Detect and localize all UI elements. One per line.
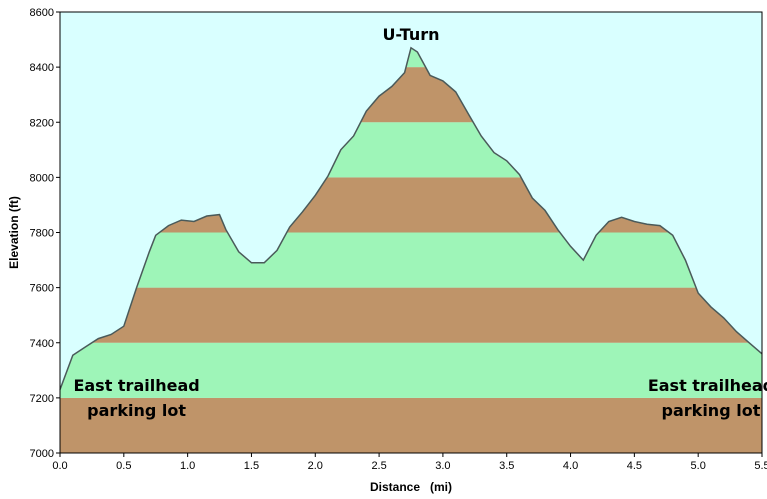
y-axis-ticks: 7000 7200 7400 7600 7800 8000 8200 8400 8600 (30, 7, 60, 460)
y-tick-label: 8400 (30, 62, 54, 74)
x-tick-label: 1.5 (244, 460, 259, 472)
x-tick-label: 1.0 (180, 460, 195, 472)
annotation-right-trailhead-line2: parking lot (662, 401, 761, 420)
elevation-band (60, 232, 762, 288)
y-tick-label: 8000 (30, 172, 54, 184)
x-tick-label: 4.0 (563, 460, 578, 472)
x-tick-label: 3.5 (499, 460, 514, 472)
y-tick-label: 7000 (30, 448, 54, 460)
elevation-band (60, 342, 762, 398)
x-tick-label: 0.0 (52, 460, 67, 472)
x-tick-label: 0.5 (116, 460, 131, 472)
x-tick-label: 4.5 (627, 460, 642, 472)
x-axis-title: Distance (mi) (370, 480, 452, 494)
x-tick-label: 2.0 (308, 460, 323, 472)
x-axis-ticks: 0.0 0.5 1.0 1.5 2.0 2.5 3.0 3.5 4.0 4.5 5.0 5.5 (52, 453, 767, 472)
y-tick-label: 7200 (30, 393, 54, 405)
y-tick-label: 8200 (30, 117, 54, 129)
annotation-u-turn: U-Turn (382, 25, 439, 44)
y-tick-label: 8600 (30, 7, 54, 19)
y-tick-label: 7600 (30, 283, 54, 295)
elevation-band (60, 397, 762, 453)
y-tick-label: 7800 (30, 228, 54, 240)
y-axis-title: Elevation (ft) (7, 196, 21, 269)
annotation-left-trailhead-line1: East trailhead (73, 376, 199, 395)
annotation-right-trailhead-line1: East trailhead (648, 376, 767, 395)
y-tick-label: 7400 (30, 338, 54, 350)
annotation-left-trailhead-line2: parking lot (87, 401, 186, 420)
x-tick-label: 5.5 (754, 460, 767, 472)
x-tick-label: 3.0 (435, 460, 450, 472)
x-tick-label: 2.5 (371, 460, 386, 472)
profile-line (59, 46, 763, 390)
x-tick-label: 5.0 (691, 460, 706, 472)
elevation-band (60, 287, 762, 343)
